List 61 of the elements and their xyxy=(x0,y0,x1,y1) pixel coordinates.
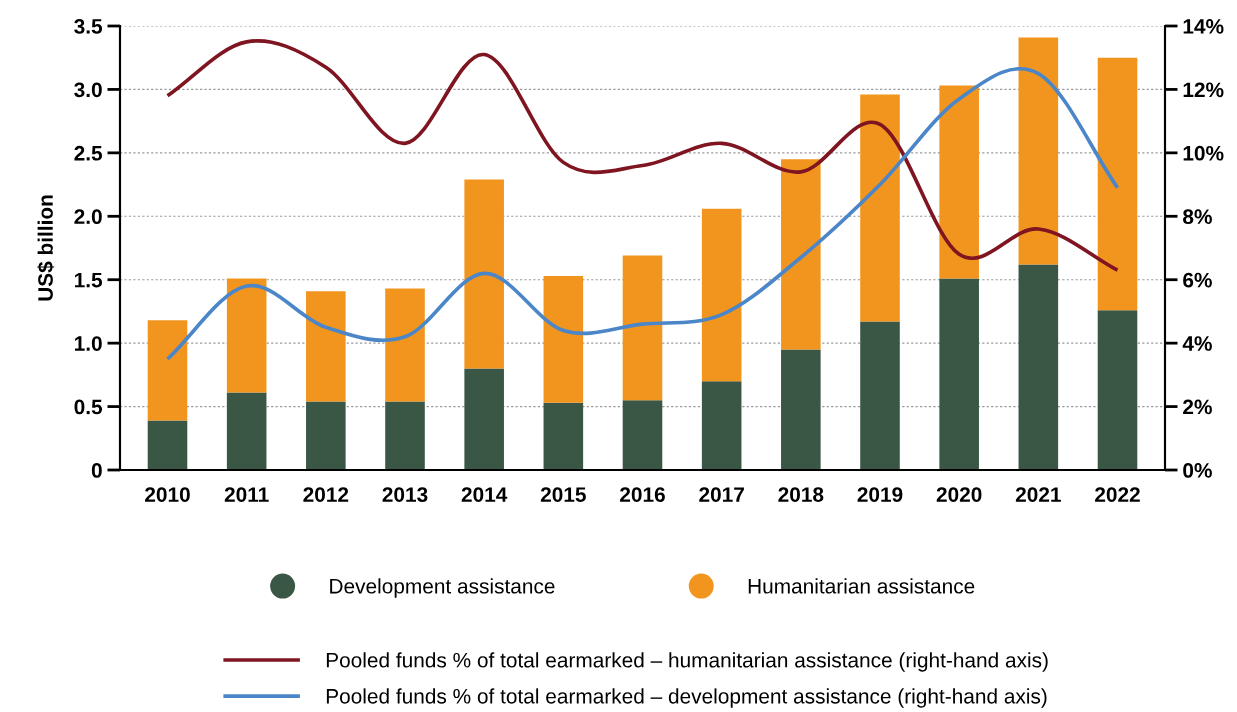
x-tick-label: 2018 xyxy=(778,487,824,502)
legend-label: Development assistance xyxy=(330,578,555,598)
x-tick-label: 2014 xyxy=(461,487,508,502)
y2-tick-label: 4% xyxy=(1182,336,1212,351)
x-tick-label: 2012 xyxy=(303,487,349,502)
y-tick-label: 0 xyxy=(91,463,102,478)
bar xyxy=(622,400,663,470)
x-tick-label: 2013 xyxy=(382,487,428,502)
bar xyxy=(622,255,663,401)
bar xyxy=(464,368,504,470)
y2-tick-label: 8% xyxy=(1183,209,1212,225)
y-tick-label: 2.0 xyxy=(74,209,102,225)
y2-tick-label: 2% xyxy=(1183,399,1212,415)
y-tick-label: 1.0 xyxy=(74,336,102,351)
legend-label: Pooled funds % of total earmarked – development assistance (right-hand axis) xyxy=(326,688,1047,708)
bar xyxy=(226,392,267,470)
bar xyxy=(781,159,821,350)
x-tick-label: 2015 xyxy=(540,487,586,502)
y2-tick-label: 12% xyxy=(1183,82,1224,98)
bar xyxy=(464,179,504,369)
bar xyxy=(1097,310,1138,470)
y2-tick-label: 0% xyxy=(1183,463,1212,478)
bar xyxy=(306,401,346,470)
bar xyxy=(781,349,821,470)
y-axis-title: US$ billion xyxy=(37,195,55,301)
bar xyxy=(701,208,742,382)
bar xyxy=(385,288,425,402)
x-tick-label: 2016 xyxy=(620,487,665,502)
bar xyxy=(147,320,188,421)
x-tick-label: 2021 xyxy=(1015,487,1061,502)
y-tick-label: 1.5 xyxy=(74,272,103,288)
x-tick-label: 2010 xyxy=(145,487,190,502)
y2-tick-label: 14% xyxy=(1183,19,1224,34)
x-tick-label: 2019 xyxy=(857,487,903,502)
y-tick-label: 2.5 xyxy=(74,145,103,161)
y2-tick-label: 6% xyxy=(1183,272,1212,288)
bar xyxy=(385,401,425,470)
bar xyxy=(1097,57,1138,311)
y2-tick-label: 10% xyxy=(1183,145,1224,161)
legend-label: Pooled funds % of total earmarked – humanitarian assistance (right-hand axis) xyxy=(326,652,1048,672)
x-tick-label: 2022 xyxy=(1095,487,1140,502)
bar xyxy=(860,94,900,322)
x-tick-label: 2020 xyxy=(936,487,982,502)
bar xyxy=(543,275,584,403)
bar xyxy=(543,402,584,470)
bar xyxy=(226,278,267,393)
x-tick-label: 2011 xyxy=(224,487,269,502)
y-tick-label: 3.0 xyxy=(74,82,102,98)
bar xyxy=(939,278,979,470)
bar xyxy=(147,420,188,470)
bar xyxy=(939,85,979,279)
bar xyxy=(701,381,742,470)
x-tick-label: 2017 xyxy=(699,487,744,502)
bar xyxy=(1018,37,1059,265)
bar xyxy=(306,291,346,402)
legend-label: Humanitarian assistance xyxy=(748,578,975,594)
line-series xyxy=(165,39,1120,273)
bar xyxy=(1018,264,1059,470)
y-tick-label: 0.5 xyxy=(74,399,103,415)
y-tick-label: 3.5 xyxy=(74,19,103,34)
bar xyxy=(860,321,900,470)
